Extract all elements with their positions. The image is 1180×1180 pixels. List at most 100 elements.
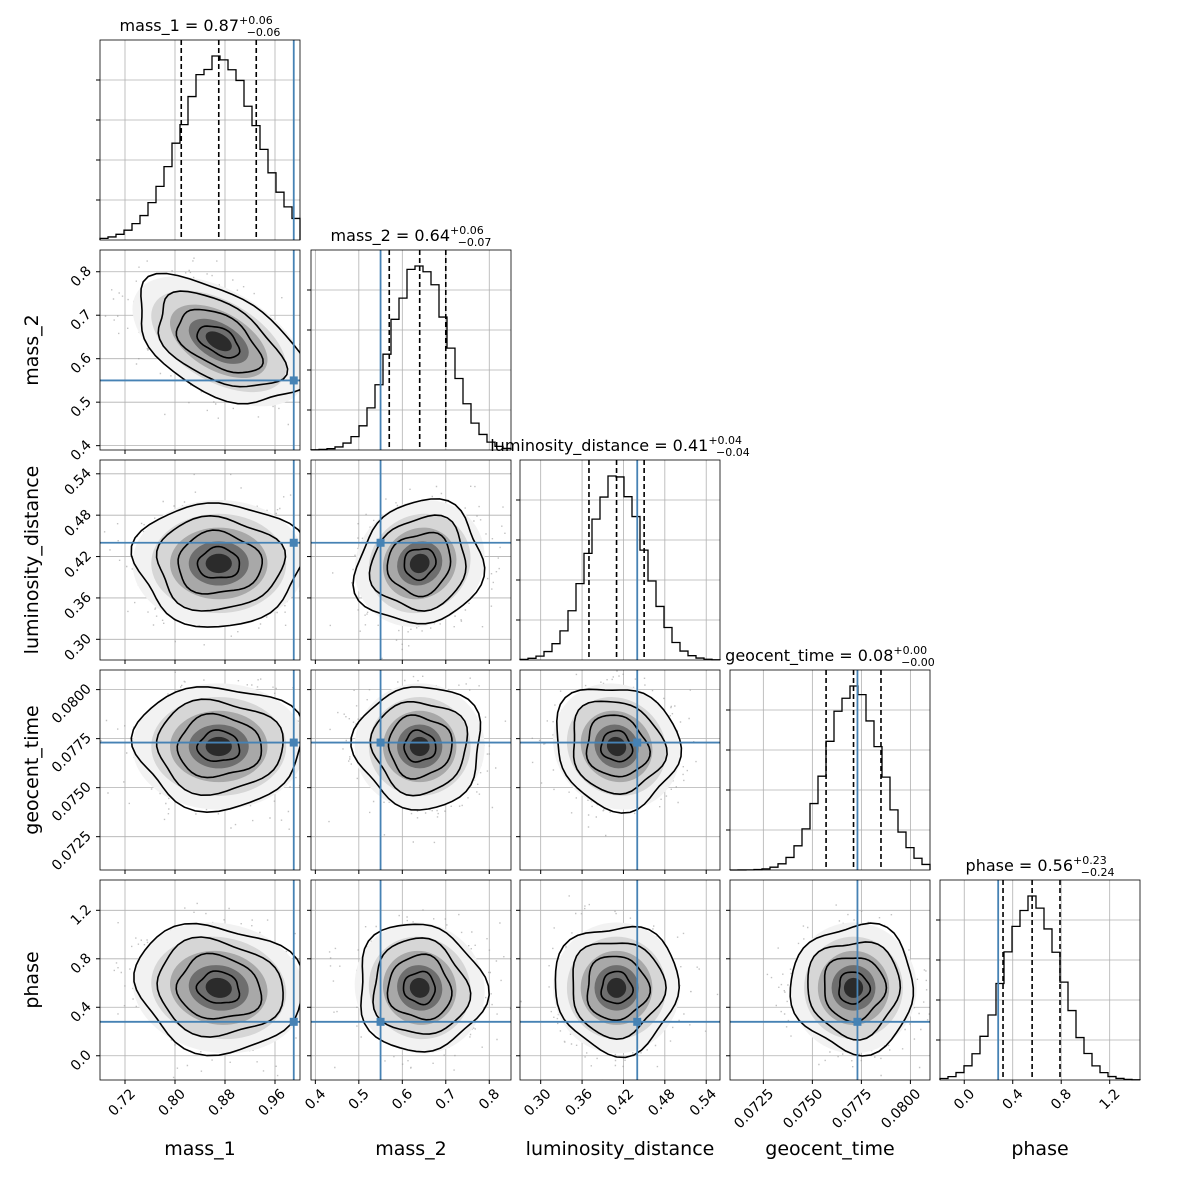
contour-line (403, 547, 437, 582)
xlabel-phase: phase (1011, 1138, 1068, 1160)
ytick-label-luminosity_distance: 0.30 (61, 631, 94, 664)
truth-marker (376, 1017, 385, 1026)
ytick-label-geocent_time: 0.0725 (49, 828, 95, 874)
xlabel-geocent_time: geocent_time (765, 1138, 894, 1160)
ytick-label-phase: 0.4 (68, 999, 95, 1026)
xtick-label-geocent_time: 0.0800 (878, 1086, 924, 1132)
truth-marker (289, 538, 298, 547)
xtick-label-mass_2: 0.7 (433, 1086, 460, 1113)
ytick-label-mass_2: 0.5 (68, 394, 95, 421)
density-panel-mass_2-phase (311, 880, 511, 1080)
truth-marker (633, 1017, 642, 1026)
contour-line (585, 714, 652, 778)
contour-line (155, 698, 285, 797)
density-panel-mass_2-luminosity_distance (311, 460, 511, 660)
density-panel-mass_2-geocent_time (311, 670, 511, 870)
contour-line (140, 272, 300, 405)
hist-panel-luminosity_distance: luminosity_distance = 0.41+0.04 −0.04 (490, 434, 750, 661)
panel-frame (310, 459, 512, 661)
xtick-label-mass_1: 0.72 (105, 1086, 138, 1119)
density-shade (205, 331, 232, 352)
contour-line (586, 955, 651, 1022)
density-shade (409, 553, 430, 574)
contour-line (555, 688, 683, 814)
xtick-label-mass_1: 0.80 (155, 1086, 188, 1119)
density-shade (205, 977, 232, 998)
ylabel-luminosity_distance: luminosity_distance (21, 466, 43, 655)
title-mass_2: mass_2 = 0.64+0.06 −0.07 (331, 224, 492, 249)
contour-line (352, 498, 486, 625)
panel-frame (99, 249, 301, 451)
contour-line (572, 700, 668, 796)
density-shade (205, 553, 232, 574)
panel-frame (729, 669, 931, 871)
contour-line (157, 290, 289, 388)
ytick-label-luminosity_distance: 0.42 (61, 548, 94, 581)
title-luminosity_distance: luminosity_distance = 0.41+0.04 −0.04 (490, 434, 750, 459)
hist-panel-phase: phase = 0.56+0.23 −0.24 (936, 854, 1141, 1081)
contour-line (402, 970, 437, 1006)
contour-line (600, 970, 635, 1005)
panel-frame (99, 459, 301, 661)
ytick-label-mass_2: 0.8 (68, 263, 95, 290)
density-shade (843, 977, 864, 998)
contour-line (175, 308, 264, 374)
panel-frame (310, 879, 512, 1081)
xtick-label-phase: 1.2 (1096, 1086, 1123, 1113)
contour-line (175, 952, 263, 1020)
truth-marker (289, 738, 298, 747)
title-phase: phase = 0.56+0.23 −0.24 (966, 854, 1115, 879)
hist-panel-geocent_time: geocent_time = 0.08+0.00 −0.00 (725, 644, 935, 871)
xtick-label-mass_2: 0.5 (346, 1086, 373, 1113)
density-shade (409, 977, 430, 998)
histogram-mass_2 (310, 265, 512, 451)
ytick-label-phase: 1.2 (68, 902, 95, 929)
contour-line (807, 941, 902, 1041)
xtick-label-phase: 0.8 (1048, 1086, 1075, 1113)
xtick-label-geocent_time: 0.0725 (731, 1086, 777, 1132)
ytick-label-luminosity_distance: 0.48 (61, 507, 94, 540)
contour-line (156, 936, 284, 1038)
truth-marker (289, 376, 298, 385)
density-panel-mass_1-luminosity_distance (100, 460, 300, 660)
contour-line (177, 529, 263, 595)
density-shade (606, 977, 627, 998)
histogram-luminosity_distance (519, 475, 721, 661)
contour-line (554, 925, 681, 1059)
title-mass_1: mass_1 = 0.87+0.06 −0.06 (120, 14, 281, 39)
panel-frame (310, 249, 512, 451)
contour-line (572, 942, 667, 1041)
contour-line (350, 686, 482, 811)
contour-line (372, 937, 472, 1035)
xtick-label-mass_1: 0.96 (255, 1086, 288, 1119)
ytick-label-luminosity_distance: 0.54 (61, 465, 94, 498)
panel-frame (519, 669, 721, 871)
histogram-mass_1 (99, 55, 301, 240)
truth-marker (289, 1017, 298, 1026)
density-panel-geocent_time-phase (730, 880, 930, 1080)
xlabel-mass_1: mass_1 (164, 1138, 236, 1160)
xtick-label-phase: 0.0 (951, 1086, 978, 1113)
xtick-label-mass_2: 0.4 (302, 1086, 329, 1113)
xtick-label-geocent_time: 0.0775 (829, 1086, 875, 1132)
panel-frame (99, 669, 301, 871)
histogram-phase (939, 895, 1141, 1081)
ytick-label-mass_2: 0.4 (68, 437, 95, 464)
ytick-label-geocent_time: 0.0775 (49, 730, 95, 776)
xtick-label-luminosity_distance: 0.30 (521, 1086, 554, 1119)
xtick-label-luminosity_distance: 0.42 (604, 1086, 637, 1119)
density-panel-luminosity_distance-geocent_time (520, 670, 720, 870)
xlabel-mass_2: mass_2 (375, 1138, 447, 1160)
ytick-label-mass_2: 0.6 (68, 350, 95, 377)
ylabel-phase: phase (21, 951, 43, 1008)
ylabel-mass_2: mass_2 (21, 314, 43, 386)
xtick-label-geocent_time: 0.0750 (780, 1086, 826, 1132)
density-panel-mass_1-geocent_time (100, 670, 300, 870)
sample-points (520, 895, 719, 1080)
xtick-label-mass_1: 0.88 (205, 1086, 238, 1119)
ytick-label-phase: 0.8 (68, 950, 95, 977)
xtick-label-luminosity_distance: 0.36 (563, 1086, 596, 1119)
xtick-label-luminosity_distance: 0.48 (645, 1086, 678, 1119)
panel-frame (310, 669, 512, 871)
